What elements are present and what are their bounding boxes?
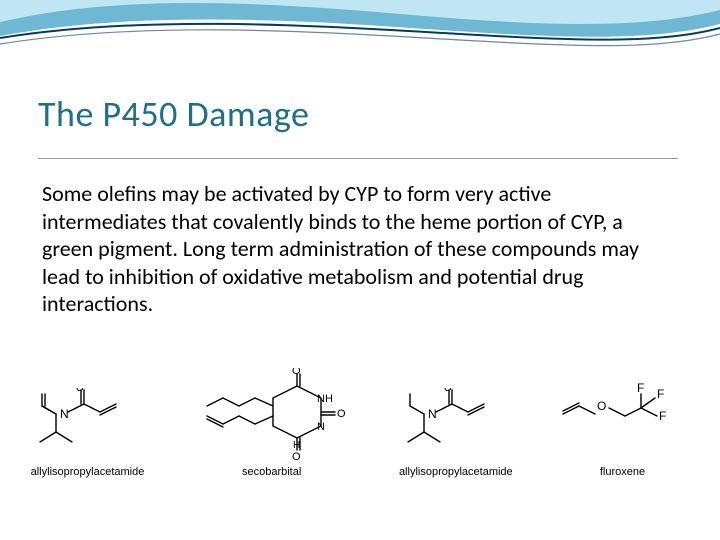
chem-item: NH N H O O O bbox=[187, 368, 357, 478]
svg-text:F: F bbox=[657, 387, 664, 401]
chem-label: allylisopropylacetamide bbox=[31, 466, 145, 478]
svg-text:O: O bbox=[76, 388, 84, 394]
svg-text:N: N bbox=[317, 421, 325, 433]
svg-text:NH: NH bbox=[317, 393, 333, 405]
chem-item: N O allylisopropylacetamide bbox=[30, 388, 145, 478]
chem-item: N O allylisopropylacetamide bbox=[398, 388, 513, 478]
title-underline bbox=[38, 158, 678, 159]
svg-text:F: F bbox=[637, 381, 644, 395]
svg-text:O: O bbox=[597, 399, 606, 413]
body-paragraph: Some olefins may be activated by CYP to … bbox=[42, 180, 662, 318]
svg-text:N: N bbox=[428, 407, 437, 421]
allylisopropylacetamide-structure-icon: N O bbox=[398, 388, 513, 460]
svg-text:O: O bbox=[292, 451, 301, 460]
slide: The P450 Damage Some olefins may be acti… bbox=[0, 0, 720, 540]
chemical-structures-row: N O allylisopropylacetamide NH N H bbox=[30, 368, 690, 478]
decorative-wave-icon bbox=[0, 0, 720, 70]
secobarbital-structure-icon: NH N H O O O bbox=[187, 368, 357, 460]
svg-text:N: N bbox=[60, 407, 69, 421]
fluroxene-structure-icon: O F F F bbox=[555, 380, 690, 460]
chem-label: allylisopropylacetamide bbox=[399, 466, 513, 478]
svg-text:O: O bbox=[292, 368, 301, 377]
chem-label: fluroxene bbox=[600, 466, 645, 478]
page-title: The P450 Damage bbox=[38, 92, 309, 136]
allylisopropylacetamide-structure-icon: N O bbox=[30, 388, 145, 460]
svg-text:O: O bbox=[444, 388, 452, 394]
chem-label: secobarbital bbox=[242, 466, 301, 478]
chem-item: O F F F fluroxene bbox=[555, 380, 690, 478]
svg-text:F: F bbox=[659, 409, 666, 423]
svg-text:O: O bbox=[337, 408, 346, 420]
